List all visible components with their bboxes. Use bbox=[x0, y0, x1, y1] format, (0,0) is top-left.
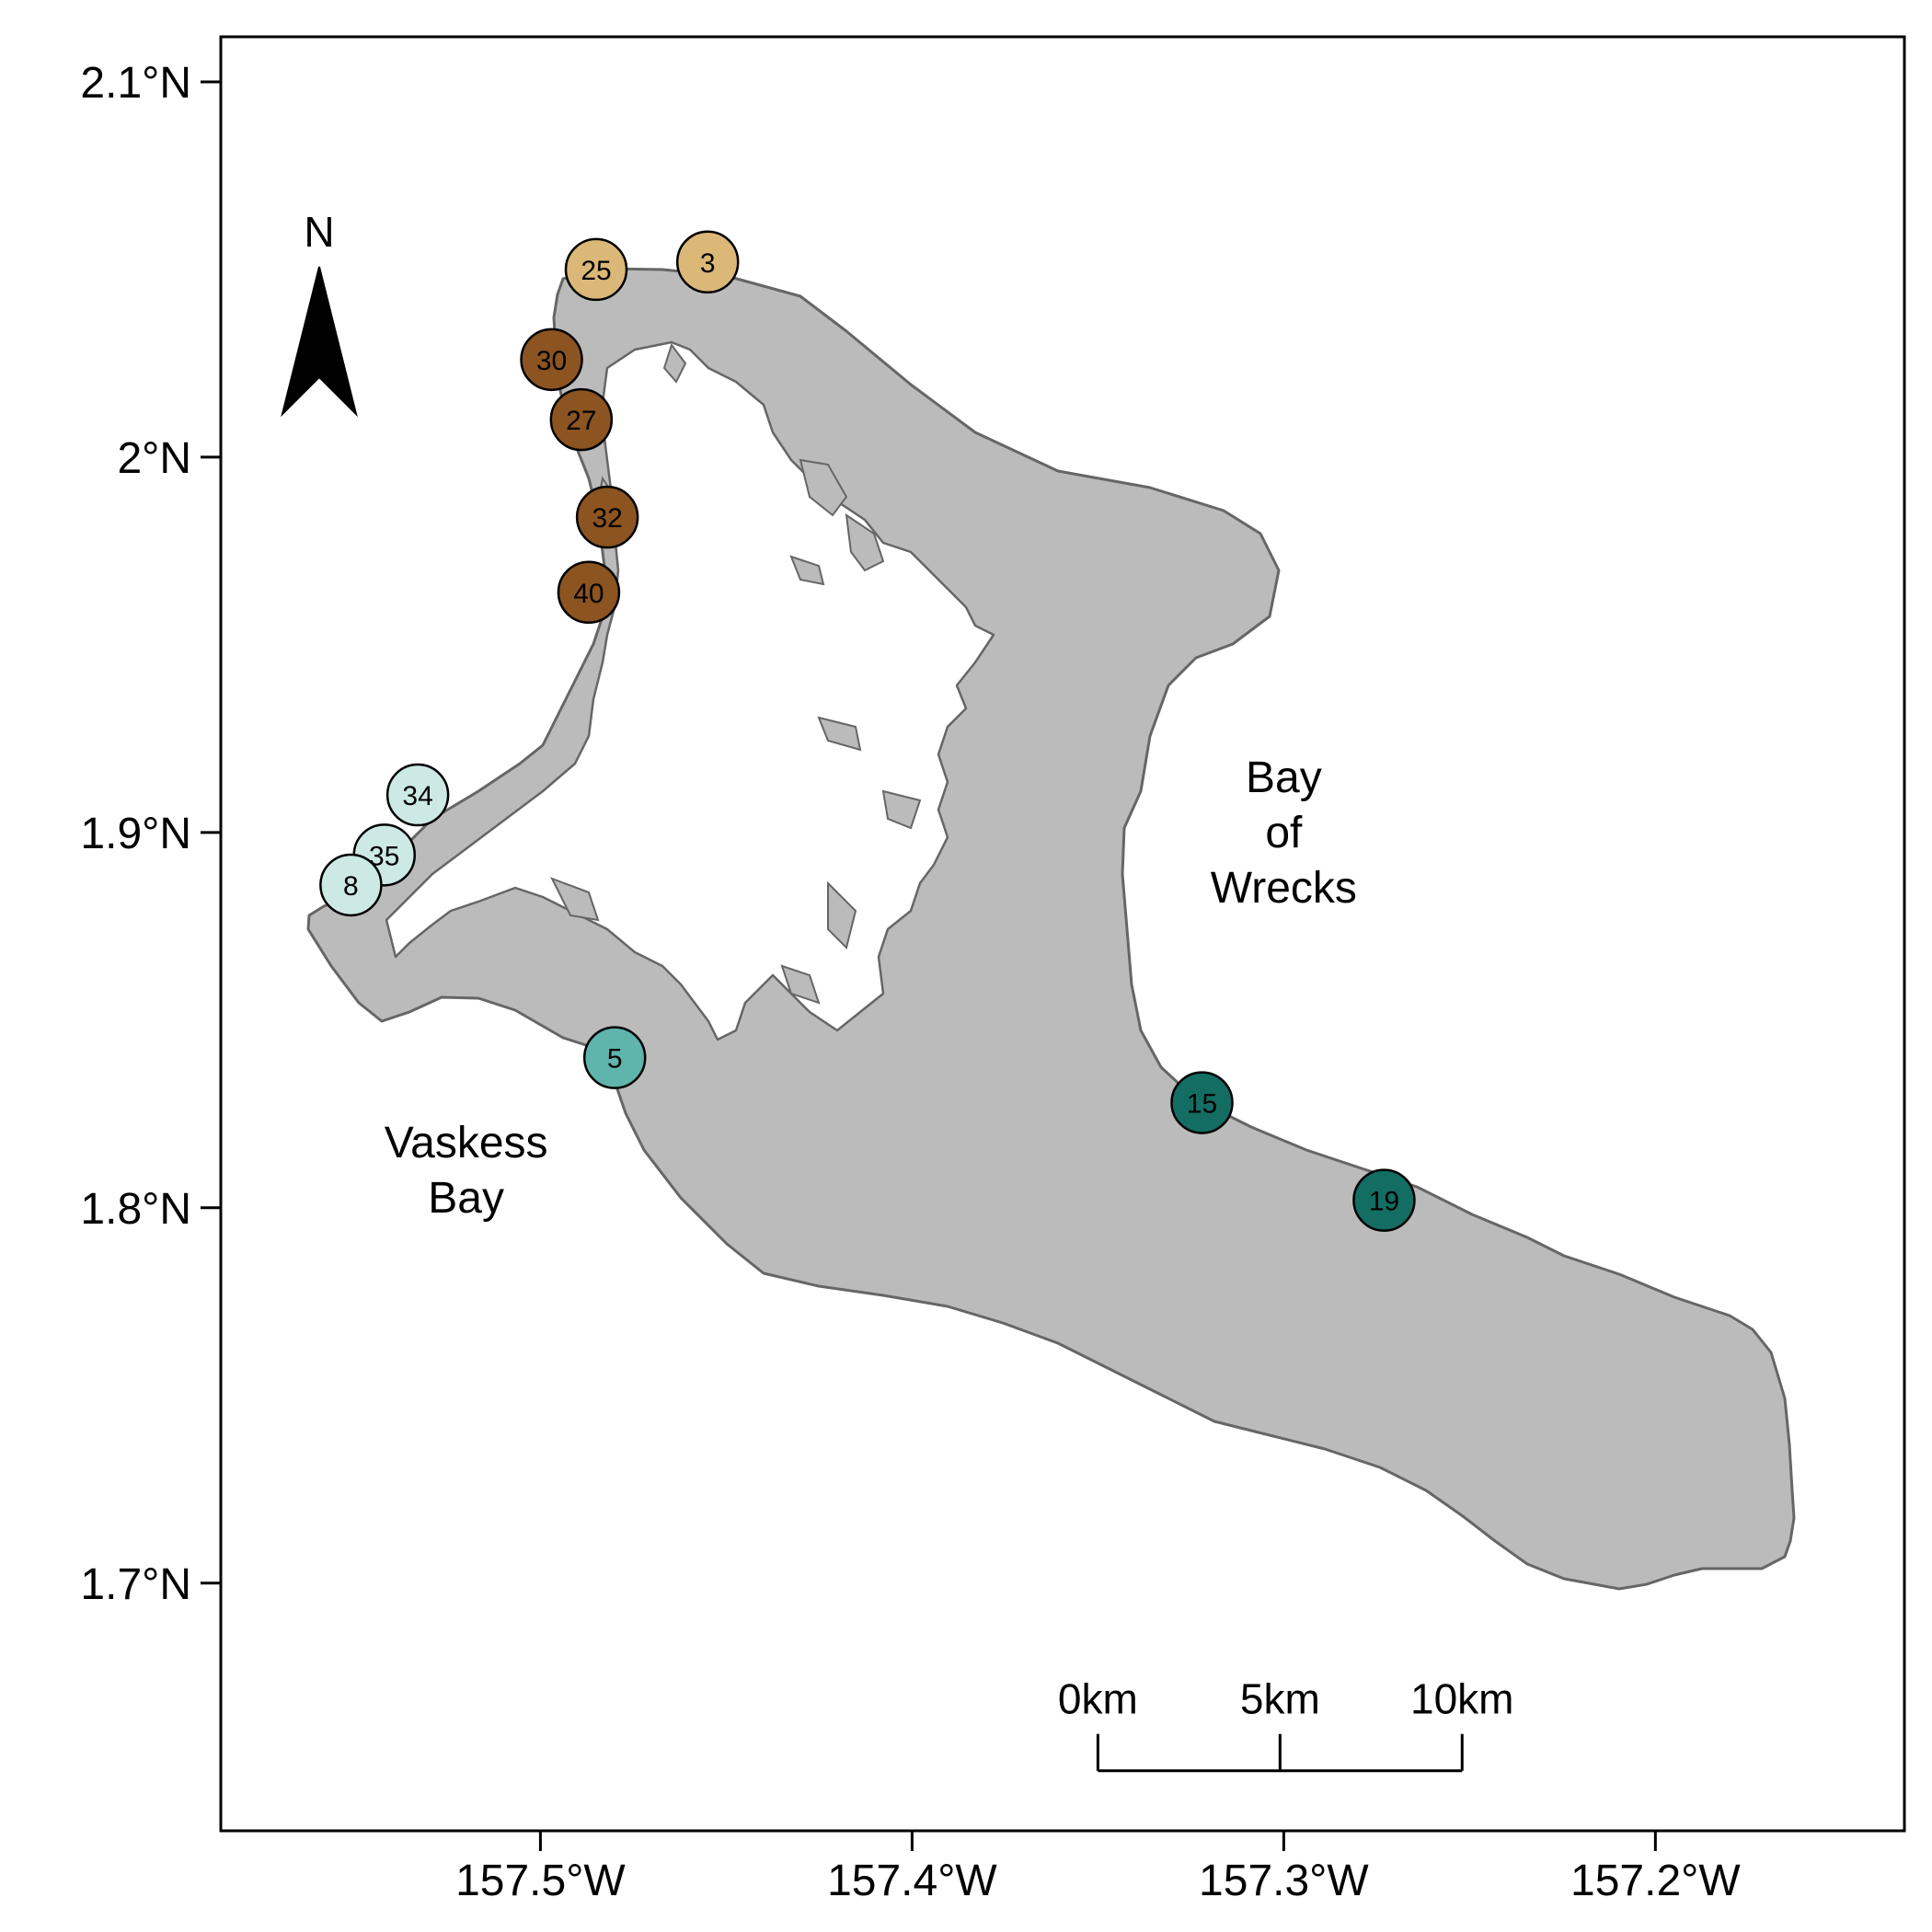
scale-bar-label: 10km bbox=[1410, 1675, 1513, 1723]
islet bbox=[845, 512, 885, 572]
x-tick-label: 157.4°W bbox=[827, 1857, 997, 1905]
site-circle[interactable] bbox=[1352, 1168, 1416, 1232]
islet bbox=[662, 342, 687, 384]
site-label: 40 bbox=[573, 579, 604, 609]
site-marker[interactable]: 25 bbox=[564, 237, 628, 302]
place-label-line: Bay bbox=[428, 1174, 504, 1223]
scale-bar-label: 0km bbox=[1058, 1675, 1138, 1723]
y-tick-label: 2°N bbox=[117, 434, 191, 483]
site-circle[interactable] bbox=[520, 328, 583, 392]
site-label: 25 bbox=[581, 256, 611, 286]
plot-frame bbox=[219, 35, 1906, 1833]
x-tick-label: 157.5°W bbox=[455, 1857, 626, 1905]
islet bbox=[780, 964, 821, 1005]
islet bbox=[817, 716, 862, 752]
y-tick-label: 1.7°N bbox=[80, 1560, 191, 1609]
site-label: 8 bbox=[343, 871, 359, 902]
place-labels: Bay of Wrecks Vaskess Bay bbox=[385, 753, 1357, 1223]
y-tick-label: 1.9°N bbox=[80, 810, 191, 858]
site-label: 30 bbox=[536, 346, 567, 376]
north-arrow-label: N bbox=[304, 208, 334, 256]
place-label-line: Bay bbox=[1246, 753, 1322, 802]
island-landmass bbox=[306, 267, 1796, 1591]
x-tick-label: 157.2°W bbox=[1570, 1857, 1741, 1905]
x-axis: 157.5°W 157.4°W 157.3°W 157.2°W bbox=[455, 1831, 1741, 1905]
site-label: 3 bbox=[700, 248, 716, 279]
site-marker[interactable]: 5 bbox=[582, 1026, 647, 1089]
site-circle[interactable] bbox=[1170, 1071, 1234, 1134]
site-circle[interactable] bbox=[557, 560, 621, 625]
y-axis: 2.1°N 2°N 1.9°N 1.8°N 1.7°N bbox=[80, 59, 221, 1609]
north-arrow-left-half bbox=[281, 266, 320, 418]
lagoon-islets bbox=[549, 342, 922, 1005]
scale-bar-label: 5km bbox=[1240, 1675, 1320, 1723]
site-label: 19 bbox=[1369, 1187, 1399, 1217]
site-marker[interactable]: 8 bbox=[319, 853, 383, 917]
place-label-line: Vaskess bbox=[385, 1119, 548, 1167]
site-label: 32 bbox=[592, 503, 622, 534]
site-marker[interactable]: 30 bbox=[520, 328, 583, 392]
lagoon bbox=[385, 340, 995, 1041]
site-marker[interactable]: 27 bbox=[549, 387, 614, 452]
site-circle[interactable] bbox=[564, 237, 628, 302]
islet bbox=[881, 789, 922, 830]
y-tick-label: 2.1°N bbox=[80, 59, 191, 108]
site-marker[interactable]: 34 bbox=[385, 763, 450, 827]
north-arrow: N bbox=[281, 208, 358, 418]
site-label: 15 bbox=[1187, 1089, 1217, 1120]
north-arrow-right-half bbox=[318, 266, 358, 418]
islet bbox=[799, 458, 848, 517]
site-circle[interactable] bbox=[549, 387, 614, 452]
site-label: 34 bbox=[402, 781, 432, 811]
site-circle[interactable] bbox=[385, 763, 450, 827]
place-label-line: of bbox=[1265, 809, 1303, 857]
site-marker[interactable]: 3 bbox=[675, 230, 740, 294]
scale-bar: 0km 5km 10km bbox=[1058, 1675, 1514, 1773]
islet bbox=[827, 880, 857, 949]
site-circle[interactable] bbox=[319, 853, 383, 917]
site-marker[interactable]: 15 bbox=[1170, 1071, 1234, 1134]
x-tick-label: 157.3°W bbox=[1199, 1857, 1369, 1905]
islet bbox=[549, 877, 600, 922]
site-marker[interactable]: 40 bbox=[557, 560, 621, 625]
islet bbox=[789, 555, 825, 586]
site-marker[interactable]: 19 bbox=[1352, 1168, 1416, 1232]
site-label: 27 bbox=[566, 406, 596, 436]
place-label-line: Wrecks bbox=[1211, 864, 1357, 913]
site-label: 5 bbox=[607, 1044, 623, 1075]
site-marker[interactable]: 32 bbox=[575, 485, 639, 549]
site-circle[interactable] bbox=[675, 230, 740, 294]
site-circle[interactable] bbox=[575, 485, 639, 549]
y-tick-label: 1.8°N bbox=[80, 1185, 191, 1234]
site-circle[interactable] bbox=[582, 1026, 647, 1089]
